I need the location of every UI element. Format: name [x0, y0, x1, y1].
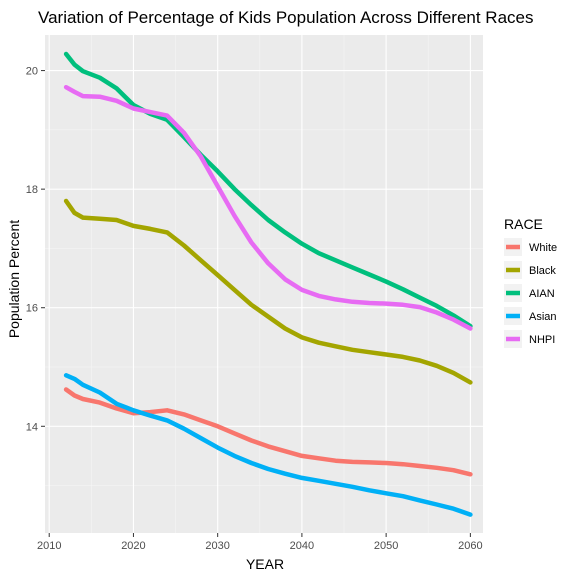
- x-tick-label: 2020: [121, 540, 145, 552]
- legend-item-asian: Asian: [504, 307, 557, 325]
- legend: RACE White Black AIAN Asian NHPI: [504, 216, 557, 348]
- x-tick-label: 2060: [458, 540, 482, 552]
- plot-panel: [45, 35, 483, 533]
- legend-item-aian: AIAN: [504, 284, 555, 302]
- x-axis: 2010 2020 2030 2040 2050 2060: [37, 533, 483, 552]
- y-axis-title: Population Percent: [6, 220, 22, 338]
- series-line-nhpi: [63, 84, 473, 331]
- series-line-aian: [63, 51, 473, 329]
- x-tick-label: 2010: [37, 540, 61, 552]
- series-line-white: [63, 387, 473, 477]
- y-tick-label: 20: [26, 66, 38, 78]
- chart-title: Variation of Percentage of Kids Populati…: [38, 8, 533, 27]
- minor-gridlines: [45, 35, 483, 533]
- series-line-black: [63, 198, 473, 385]
- x-tick-label: 2040: [290, 540, 314, 552]
- series-lines: [63, 51, 473, 517]
- x-tick-label: 2030: [205, 540, 229, 552]
- legend-label: Black: [529, 265, 556, 277]
- y-axis: 14 16 18 20: [26, 66, 45, 433]
- y-tick-label: 16: [26, 303, 38, 315]
- legend-label: Asian: [529, 311, 557, 323]
- legend-item-nhpi: NHPI: [504, 330, 555, 348]
- legend-label: White: [529, 242, 557, 254]
- series-line-asian: [63, 373, 473, 517]
- y-tick-label: 14: [26, 421, 38, 433]
- legend-title: RACE: [504, 216, 543, 232]
- x-axis-title: YEAR: [246, 556, 284, 572]
- legend-item-black: Black: [504, 261, 556, 279]
- legend-item-white: White: [504, 238, 557, 256]
- legend-label: NHPI: [529, 334, 555, 346]
- legend-label: AIAN: [529, 288, 555, 300]
- x-tick-label: 2050: [374, 540, 398, 552]
- y-tick-label: 18: [26, 184, 38, 196]
- legend-items: White Black AIAN Asian NHPI: [504, 238, 557, 348]
